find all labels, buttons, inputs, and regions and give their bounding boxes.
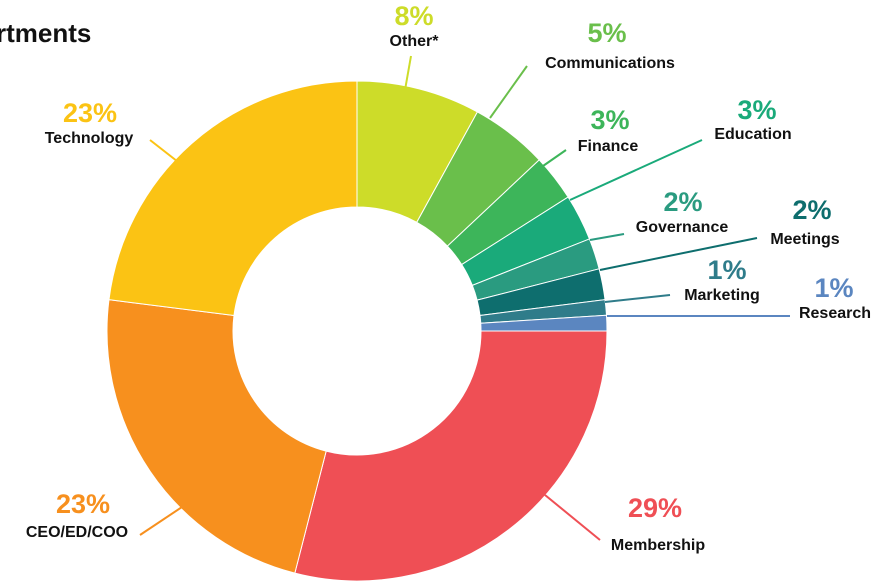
value-label: 1% xyxy=(707,255,746,285)
value-label: 5% xyxy=(587,18,626,48)
donut-slice xyxy=(108,80,358,317)
leader-line xyxy=(139,504,186,536)
value-label: 3% xyxy=(590,105,629,135)
category-label: Membership xyxy=(611,537,705,554)
leader-line xyxy=(542,149,567,167)
category-label: Other* xyxy=(390,33,440,50)
leader-line xyxy=(599,237,758,271)
value-label: 2% xyxy=(663,187,702,217)
donut-slice xyxy=(294,330,608,581)
category-label: Communications xyxy=(545,55,675,72)
leader-line xyxy=(544,494,601,541)
value-label: 8% xyxy=(394,1,433,31)
value-label: 3% xyxy=(737,95,776,125)
category-label: Research xyxy=(799,305,871,322)
value-label: 29% xyxy=(628,493,682,523)
value-label: 2% xyxy=(792,195,831,225)
value-label: 1% xyxy=(814,273,853,303)
leader-line xyxy=(489,65,528,119)
leader-line xyxy=(149,139,183,166)
chart-title: rtments xyxy=(0,18,91,48)
category-label: Education xyxy=(714,126,791,143)
category-label: Governance xyxy=(636,219,729,236)
category-label: Meetings xyxy=(770,231,839,248)
leader-line xyxy=(589,233,625,241)
value-label: 23% xyxy=(56,489,110,519)
leader-line xyxy=(404,55,412,91)
category-label: Technology xyxy=(45,130,134,147)
leader-line xyxy=(569,139,703,201)
category-label: Finance xyxy=(578,138,639,155)
leader-line xyxy=(604,294,671,303)
category-label: Marketing xyxy=(684,287,760,304)
category-label: CEO/ED/COO xyxy=(26,524,128,541)
donut-slice xyxy=(106,299,327,574)
value-label: 23% xyxy=(63,98,117,128)
